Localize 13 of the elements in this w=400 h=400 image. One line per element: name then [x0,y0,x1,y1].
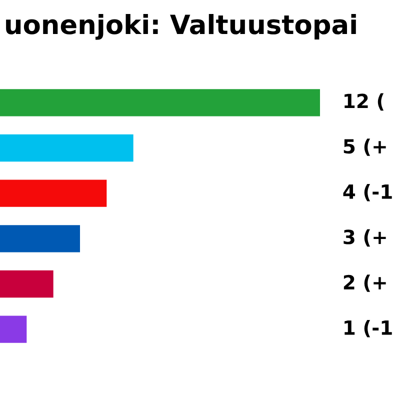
data-label: 5 (+ [344,138,386,156]
data-label: 3 (+ [344,229,386,247]
data-label: 1 (-1 [344,320,392,338]
data-label: 12 ( [344,93,384,111]
bar [0,180,107,207]
bar [0,316,27,343]
data-label: 4 (-1 [343,184,392,202]
chart-title: uonenjoki: Valtuustopai [6,14,356,40]
bar [0,225,80,252]
data-label: 2 (+ [344,274,386,292]
bar [0,134,134,162]
bar [0,270,54,298]
bar [0,89,320,116]
